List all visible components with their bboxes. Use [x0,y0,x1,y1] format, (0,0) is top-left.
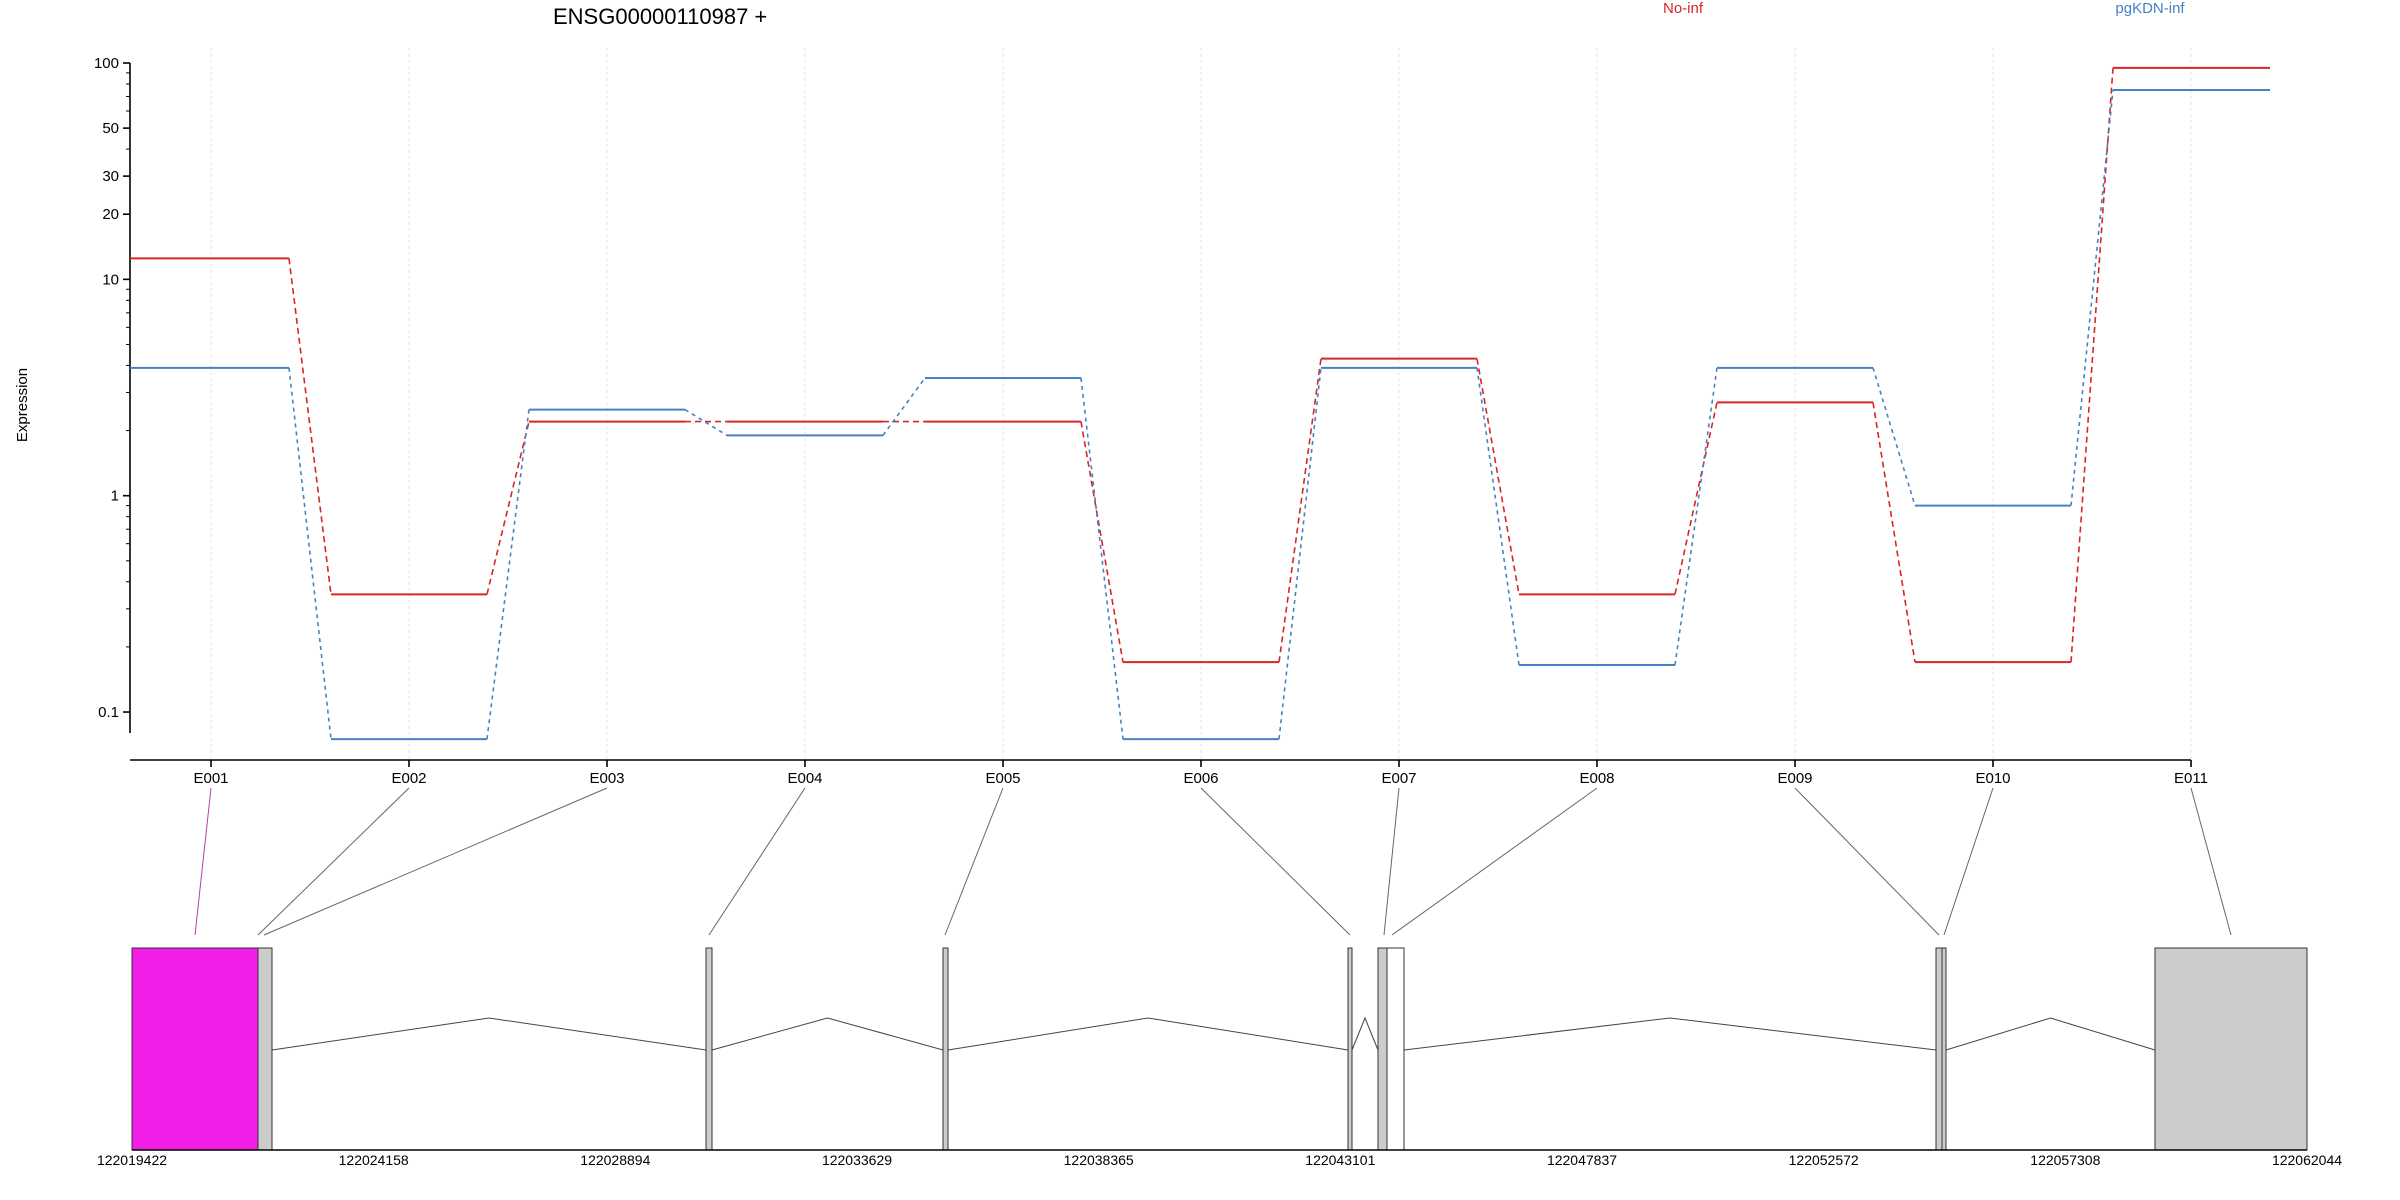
x-tick-label: E002 [391,770,426,787]
series-layer [130,66,2270,741]
x-tick-label: E001 [193,770,228,787]
exon-block [942,947,949,1151]
intron [271,1017,707,1051]
series-connector [288,258,332,595]
y-tick-label: 0.1 [98,704,119,721]
x-tick-label: E008 [1579,770,1614,787]
series-connector [1674,402,1718,595]
coordinate-label: 122062044 [2272,1152,2342,1168]
exon-connector [1200,787,1351,936]
intron [1945,1017,2156,1051]
x-tick-label: E006 [1183,770,1218,787]
grid-lines [210,48,2192,760]
coordinate-label: 122019422 [97,1152,167,1168]
chart-title: ENSG00000110987 + [553,4,767,29]
exon-connector [257,787,410,936]
x-tick-label: E007 [1381,770,1416,787]
exon-connector [194,787,212,936]
genomic-coordinate-axis: 122019422 122024158 122028894 122033629 1220… [97,1152,2342,1168]
coordinate-label: 122043101 [1305,1152,1375,1168]
series-connector [1674,367,1718,666]
y-tick-label: 100 [94,55,119,72]
series-connector [2070,89,2114,506]
coordinate-label: 122057308 [2030,1152,2100,1168]
exon-connector [1943,787,1994,936]
y-tick-label: 20 [102,206,119,223]
coordinate-label: 122052572 [1789,1152,1859,1168]
coordinate-label: 122047837 [1547,1152,1617,1168]
series-pgKDN-inf [130,89,2270,741]
intron [1351,1016,1379,1051]
series-connector [2070,67,2114,663]
x-tick-label: E004 [787,770,822,787]
y-tick-label: 10 [102,271,119,288]
exon-connector [1391,787,1598,936]
series-connector [288,367,332,740]
series-connector [1080,421,1124,663]
y-tick-label: 1 [111,488,119,505]
exon-block [2154,947,2308,1151]
series-connector [1476,367,1520,666]
exon-block [131,947,259,1151]
x-tick-label: E010 [1975,770,2010,787]
exon-block [705,947,713,1151]
legend-entry: pgKDN-inf [2115,0,2185,17]
x-tick-label: E011 [2174,770,2208,787]
y-tick-label: 30 [102,168,119,185]
exon-block [1386,947,1405,1151]
exon-block [1377,947,1388,1151]
exon-block [1935,947,1943,1151]
gene-model [131,947,2308,1151]
y-axis: 0.1 1 10 20 30 50 100 [94,55,131,733]
x-axis: E001 E002 E003 E004 E005 E006 E007 E008 E009 E010… [130,759,2208,787]
exon-connector [708,787,806,936]
series-connector [1476,358,1520,595]
y-tick-label: 50 [102,120,119,137]
series-connector [1872,402,1916,663]
legend-entry: No-inf [1663,0,1704,17]
exon-block [1941,947,1947,1151]
exon-connector [944,787,1004,936]
series-No-inf [130,66,2270,664]
exon-connector [1794,787,1940,936]
x-tick-label: E005 [985,770,1020,787]
series-connector [486,409,530,740]
coordinate-label: 122038365 [1064,1152,1134,1168]
series-connector [1872,367,1916,506]
series-connector [882,377,926,436]
intron [947,1017,1349,1051]
y-axis-label: Expression [14,368,31,442]
x-tick-label: E009 [1777,770,1812,787]
series-connector [1278,367,1322,740]
exon-connector [1383,787,1400,936]
series-connector [1278,358,1322,663]
exon-block [1347,947,1353,1151]
intron [711,1017,944,1051]
exon-connectors [194,787,2232,936]
intron [1403,1017,1937,1051]
legend: No-inf pgKDN-inf [1663,0,2185,17]
coordinate-label: 122024158 [339,1152,409,1168]
coordinate-label: 122028894 [580,1152,650,1168]
series-connector [684,408,728,437]
coordinate-label: 122033629 [822,1152,892,1168]
exon-connector [2190,787,2232,936]
exon-connector [263,787,608,936]
exon-block [257,947,273,1151]
series-connector [1080,377,1124,740]
x-tick-label: E003 [589,770,624,787]
